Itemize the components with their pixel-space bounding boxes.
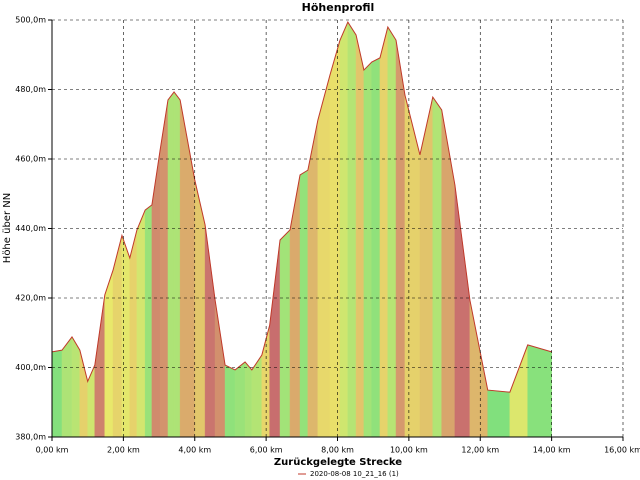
legend-label: 2020-08-08 10_21_16 (1) [310, 470, 399, 478]
slope-segment [432, 96, 442, 438]
slope-segment [71, 336, 81, 438]
y-tick-label: 480,0m [15, 85, 46, 94]
x-tick-label: 10,00 km [390, 446, 428, 455]
y-tick-label: 380,0m [15, 433, 46, 442]
slope-segment [317, 74, 331, 438]
slope-segment [387, 26, 397, 438]
slope-segment [159, 99, 169, 438]
y-tick-label: 440,0m [15, 224, 46, 233]
chart-title: Höhenprofil [302, 1, 375, 14]
slope-segment [299, 169, 309, 438]
x-tick-label: 4,00 km [178, 446, 211, 455]
x-tick-label: 8,00 km [321, 446, 354, 455]
slope-segment [395, 40, 406, 438]
slope-segment [104, 270, 114, 438]
slope-segment [167, 91, 175, 438]
y-tick-label: 460,0m [15, 155, 46, 164]
slope-segment [51, 349, 63, 438]
x-tick-label: 2,00 km [107, 446, 140, 455]
slope-segment [173, 91, 181, 438]
slope-segment [339, 21, 349, 438]
x-tick-label: 16,00 km [604, 446, 640, 455]
x-tick-label: 14,00 km [533, 446, 571, 455]
x-axis-title: Zurückgelegte Strecke [274, 457, 402, 468]
slope-segment [363, 61, 373, 438]
y-tick-label: 420,0m [15, 294, 46, 303]
slope-segment [244, 361, 253, 438]
slope-segment [61, 336, 73, 438]
y-axis-title: Höhe über NN [2, 193, 13, 263]
legend: 2020-08-08 10_21_16 (1) [298, 470, 399, 478]
slope-segment [487, 389, 511, 438]
slope-segment [371, 57, 381, 438]
x-tick-label: 6,00 km [250, 446, 283, 455]
slope-segment [144, 204, 153, 438]
slope-segment [347, 21, 357, 438]
x-tick-label: 0,00 km [36, 446, 69, 455]
slope-segment [129, 229, 138, 438]
x-tick-label: 12,00 km [461, 446, 499, 455]
slope-segment [136, 209, 146, 438]
profile-line [51, 21, 552, 393]
y-tick-label: 400,0m [15, 363, 46, 372]
slope-segment [279, 229, 291, 438]
slope-segment [234, 361, 246, 438]
slope-segment [224, 364, 236, 438]
slope-segment [307, 120, 319, 438]
slope-segment [527, 344, 552, 438]
y-tick-label: 500,0m [15, 16, 46, 25]
slope-segment [329, 40, 341, 438]
slope-segment [379, 26, 389, 438]
slope-segment [355, 34, 365, 438]
plot-area [51, 21, 552, 438]
